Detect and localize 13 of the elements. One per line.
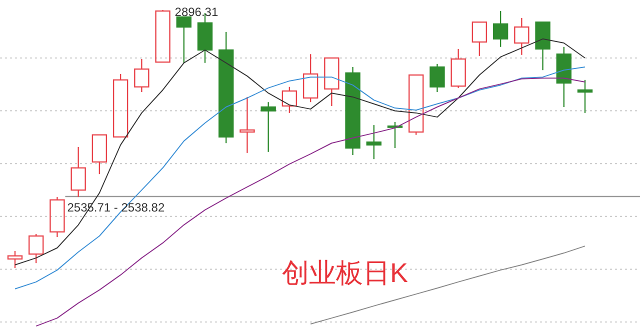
text: 创业板日K [282,258,408,288]
candlestick [514,17,530,56]
candlestick [134,58,150,93]
candlestick [577,79,593,114]
candlestick [430,63,445,93]
candlestick [50,196,65,238]
candlestick [260,102,276,152]
candlestick [366,124,382,160]
annotation: 2896.31 [174,5,218,19]
candlestick [240,96,255,154]
candlestick [345,66,360,156]
candlestick [450,48,466,89]
candlestick [70,146,86,198]
